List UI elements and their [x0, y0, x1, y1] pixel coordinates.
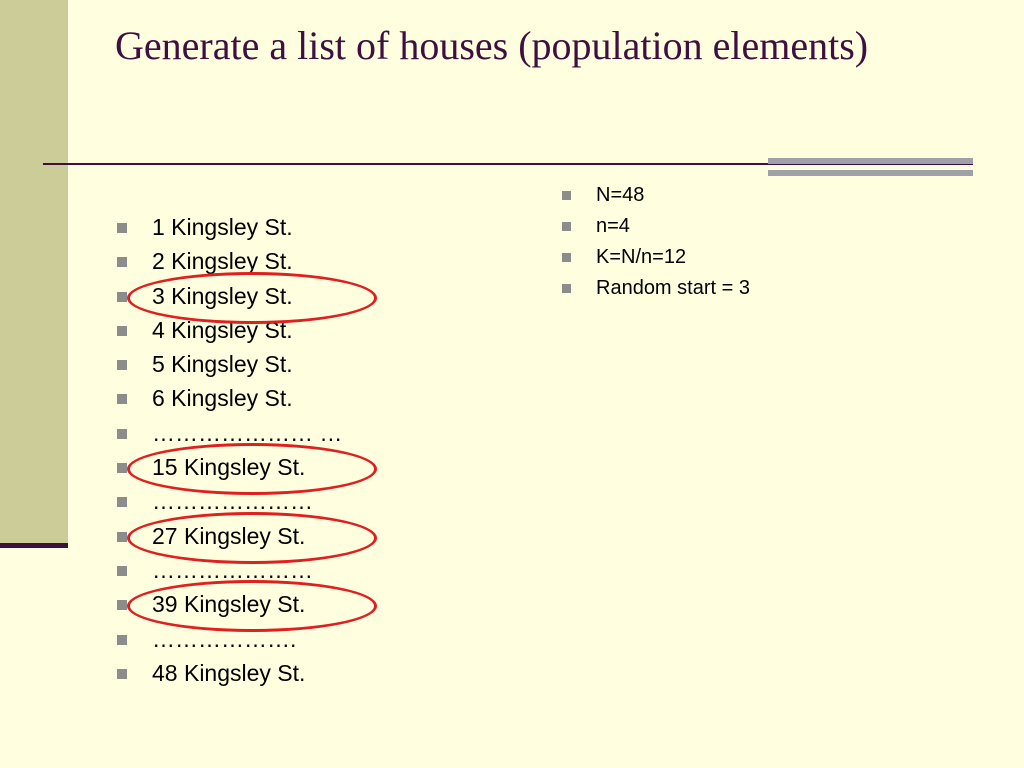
parameter-item: N=48 — [560, 180, 750, 211]
sampling-parameters: N=48 n=4 K=N/n=12 Random start = 3 — [560, 180, 750, 304]
house-label: ………………… … — [152, 419, 343, 446]
house-list-item: 5 Kingsley St. — [115, 347, 342, 381]
square-bullet-icon — [117, 360, 127, 371]
square-bullet-icon — [562, 191, 571, 200]
square-bullet-icon — [562, 284, 571, 293]
square-bullet-icon — [117, 497, 127, 508]
square-bullet-icon — [117, 634, 127, 645]
square-bullet-icon — [117, 428, 127, 439]
house-list-item: 1 Kingsley St. — [115, 210, 342, 244]
house-list-item: ………………… … — [115, 416, 342, 450]
house-label: 6 Kingsley St. — [152, 385, 293, 412]
parameter-label: K=N/n=12 — [596, 246, 687, 268]
square-bullet-icon — [117, 394, 127, 405]
accent-stripes — [768, 158, 973, 177]
square-bullet-icon — [117, 668, 127, 679]
parameter-item: K=N/n=12 — [560, 242, 750, 273]
square-bullet-icon — [117, 325, 127, 336]
selection-circle — [127, 443, 377, 495]
square-bullet-icon — [562, 253, 571, 262]
house-label: 2 Kingsley St. — [152, 248, 293, 275]
accent-stripe — [768, 170, 973, 176]
parameter-label: Random start = 3 — [596, 277, 750, 299]
selection-circle — [127, 512, 377, 564]
parameter-label: n=4 — [596, 215, 630, 237]
square-bullet-icon — [117, 565, 127, 576]
left-decorative-band — [0, 0, 68, 543]
house-label: 1 Kingsley St. — [152, 214, 293, 240]
square-bullet-icon — [117, 463, 127, 474]
parameter-item: n=4 — [560, 211, 750, 242]
selection-circle — [127, 580, 377, 632]
house-label: 48 Kingsley St. — [152, 659, 306, 686]
house-list-item: 2 Kingsley St. — [115, 244, 342, 278]
square-bullet-icon — [562, 222, 571, 231]
title-divider — [43, 163, 973, 165]
square-bullet-icon — [117, 291, 127, 302]
left-band-underline — [0, 543, 68, 548]
square-bullet-icon — [117, 531, 127, 542]
house-list-item: 6 Kingsley St. — [115, 381, 342, 415]
parameter-item: Random start = 3 — [560, 273, 750, 304]
square-bullet-icon — [117, 223, 127, 233]
slide-title: Generate a list of houses (population el… — [115, 23, 869, 68]
house-list-item: 48 Kingsley St. — [115, 656, 342, 690]
accent-stripe — [768, 158, 973, 164]
square-bullet-icon — [117, 600, 127, 611]
square-bullet-icon — [117, 257, 127, 268]
selection-circle — [127, 272, 377, 324]
parameter-label: N=48 — [596, 184, 645, 206]
house-label: 5 Kingsley St. — [152, 351, 293, 378]
